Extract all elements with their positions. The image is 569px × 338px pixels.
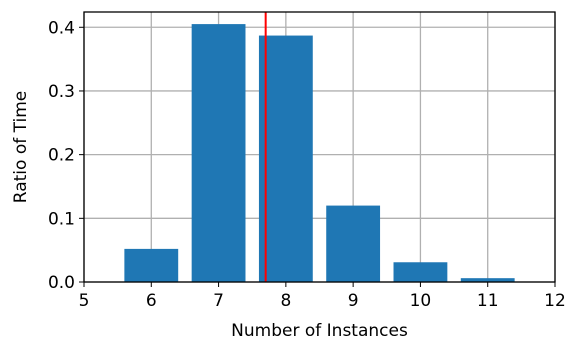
y-axis-label: Ratio of Time	[11, 91, 31, 203]
bar	[191, 24, 246, 282]
bar	[460, 278, 515, 282]
x-tick-label: 6	[146, 291, 157, 311]
y-tick-label: 0.1	[48, 209, 75, 229]
x-tick-label: 12	[544, 291, 566, 311]
plot-frame	[83, 11, 556, 283]
y-tick-label: 0.2	[48, 146, 75, 166]
y-tick-label: 0.0	[48, 273, 75, 293]
x-tick-label: 8	[280, 291, 291, 311]
ticks: 5 6 7 8 9 10 11 12 0.0 0.1 0.2 0.3 0.4	[48, 18, 566, 311]
bar	[326, 205, 381, 282]
x-tick-label: 11	[477, 291, 499, 311]
grid	[83, 12, 556, 283]
x-axis-label: Number of Instances	[231, 321, 408, 338]
y-tick-label: 0.4	[48, 18, 75, 38]
bar	[393, 262, 448, 282]
x-tick-label: 5	[79, 291, 90, 311]
bar	[124, 248, 179, 282]
x-tick-label: 7	[213, 291, 224, 311]
y-tick-label: 0.3	[48, 82, 75, 102]
x-tick-label: 9	[348, 291, 359, 311]
x-tick-label: 10	[410, 291, 432, 311]
bars	[124, 24, 515, 282]
bar	[258, 35, 313, 282]
